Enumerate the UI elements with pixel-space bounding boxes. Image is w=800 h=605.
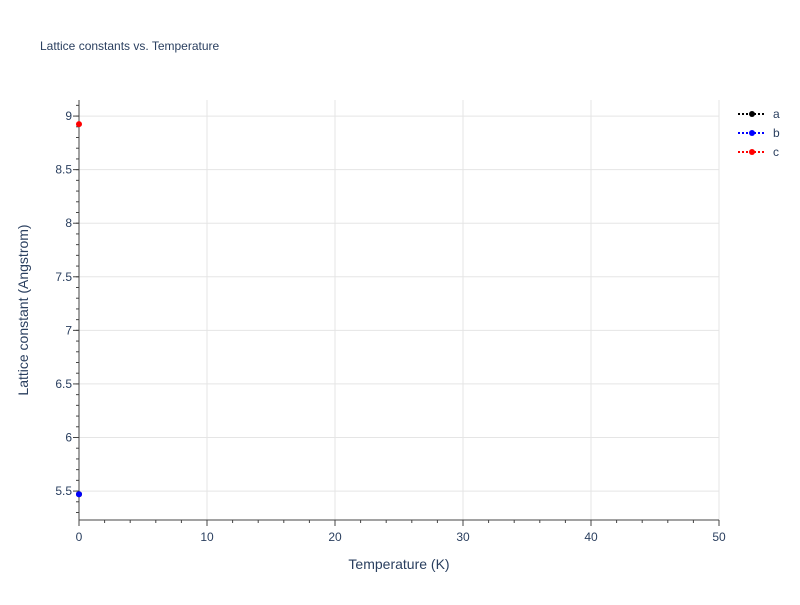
legend-label-a: a	[773, 107, 780, 121]
data-point-c	[76, 121, 82, 128]
y-tick-label: 5.5	[55, 484, 72, 498]
grid	[79, 100, 720, 520]
y-tick-label: 6	[65, 431, 72, 445]
x-tick-label: 40	[584, 530, 598, 544]
x-axis-label: Temperature (K)	[348, 556, 449, 572]
x-tick-label: 50	[712, 530, 726, 544]
x-tick-label: 30	[456, 530, 470, 544]
legend-marker-a	[749, 111, 755, 117]
y-tick-label: 8.5	[55, 163, 72, 177]
y-tick-label: 7.5	[55, 270, 72, 284]
legend-label-c: c	[773, 145, 779, 159]
legend-marker-b	[749, 130, 755, 136]
data-point-b	[76, 491, 82, 498]
chart-title: Lattice constants vs. Temperature	[40, 39, 220, 53]
legend-label-b: b	[773, 126, 780, 140]
legend-marker-c	[749, 149, 755, 155]
legend[interactable]: abc	[738, 107, 780, 159]
y-tick-label: 8	[65, 216, 72, 230]
axes: 0 10 20 30 40 50 5.5 6 6.5 7 7.5 8 8.5 9	[55, 100, 726, 544]
y-tick-label: 7	[65, 323, 72, 337]
x-tick-label: 20	[328, 530, 342, 544]
x-tick-label: 0	[76, 530, 83, 544]
y-tick-label: 9	[65, 109, 72, 123]
data-points	[76, 121, 82, 498]
x-tick-label: 10	[200, 530, 214, 544]
y-axis-label: Lattice constant (Angstrom)	[15, 224, 31, 395]
y-tick-label: 6.5	[55, 377, 72, 391]
